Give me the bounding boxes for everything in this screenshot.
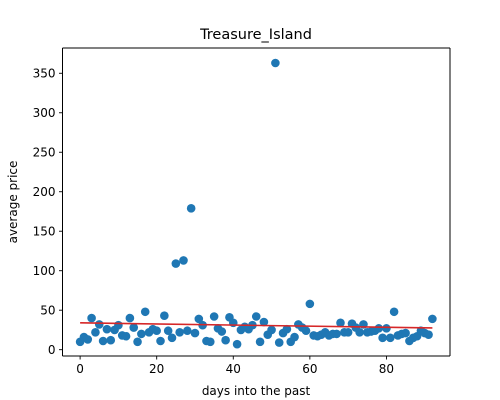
- data-point: [274, 338, 284, 347]
- data-point: [336, 318, 345, 328]
- data-point: [140, 307, 150, 317]
- data-point: [251, 312, 261, 321]
- data-point: [424, 330, 433, 339]
- y-tick-label: 0: [48, 343, 56, 357]
- data-point: [160, 311, 169, 321]
- data-point: [94, 320, 104, 329]
- data-point: [221, 335, 230, 345]
- data-point: [374, 324, 384, 333]
- data-point: [301, 326, 311, 336]
- data-point: [129, 323, 139, 332]
- y-tick-label: 300: [33, 106, 56, 120]
- data-point: [125, 313, 135, 323]
- data-point: [183, 326, 192, 336]
- data-point: [290, 332, 299, 342]
- data-point: [282, 324, 292, 334]
- data-point: [382, 324, 391, 333]
- data-point: [355, 328, 364, 337]
- data-point: [401, 328, 410, 338]
- data-point: [152, 326, 161, 336]
- data-point: [232, 339, 242, 349]
- data-point: [171, 259, 181, 268]
- y-tick-label: 100: [33, 264, 56, 278]
- data-point: [91, 328, 100, 337]
- x-tick-label: 20: [149, 362, 164, 376]
- x-tick-label: 40: [226, 362, 241, 376]
- data-point: [102, 324, 112, 334]
- trend-line: [80, 322, 433, 329]
- y-tick-label: 150: [33, 224, 56, 238]
- data-point: [389, 307, 399, 317]
- x-tick-label: 60: [302, 362, 317, 376]
- y-tick-label: 50: [40, 303, 55, 317]
- data-point: [186, 204, 196, 213]
- x-axis-ticks: 0 20 40 60 80: [76, 356, 394, 376]
- data-point: [83, 335, 93, 344]
- data-point: [255, 337, 265, 347]
- plot-area: [62, 48, 450, 356]
- data-point: [133, 337, 142, 347]
- data-points: [75, 58, 437, 349]
- x-axis-label: days into the past: [202, 384, 311, 398]
- data-point: [332, 329, 341, 339]
- y-tick-label: 200: [33, 185, 56, 199]
- data-point: [190, 328, 200, 338]
- data-point: [194, 314, 204, 324]
- data-point: [305, 299, 315, 309]
- data-point: [217, 327, 227, 336]
- data-point: [167, 333, 177, 343]
- data-point: [271, 58, 280, 68]
- data-point: [259, 317, 269, 327]
- data-point: [343, 328, 353, 337]
- data-point: [209, 312, 219, 321]
- y-axis-label: average price: [6, 161, 20, 244]
- data-point: [179, 256, 188, 265]
- data-point: [137, 329, 146, 339]
- data-point: [121, 331, 131, 341]
- data-point: [156, 336, 165, 346]
- y-axis-ticks: 0 50 100 150 200 250 300 350: [33, 66, 63, 357]
- y-tick-label: 350: [33, 66, 56, 80]
- data-point: [267, 325, 276, 335]
- y-tick-label: 250: [33, 145, 56, 159]
- data-point: [87, 313, 96, 323]
- data-point: [98, 336, 108, 346]
- data-point: [175, 328, 184, 337]
- data-point: [106, 335, 116, 345]
- chart-title: Treasure_Island: [199, 27, 312, 43]
- x-tick-label: 0: [76, 362, 84, 376]
- data-point: [385, 333, 395, 343]
- trend-line-group: [80, 322, 433, 329]
- data-point: [163, 326, 173, 336]
- data-point: [378, 333, 387, 343]
- data-point: [114, 320, 123, 330]
- data-point: [206, 337, 215, 347]
- x-tick-label: 80: [379, 362, 394, 376]
- data-point: [428, 314, 437, 324]
